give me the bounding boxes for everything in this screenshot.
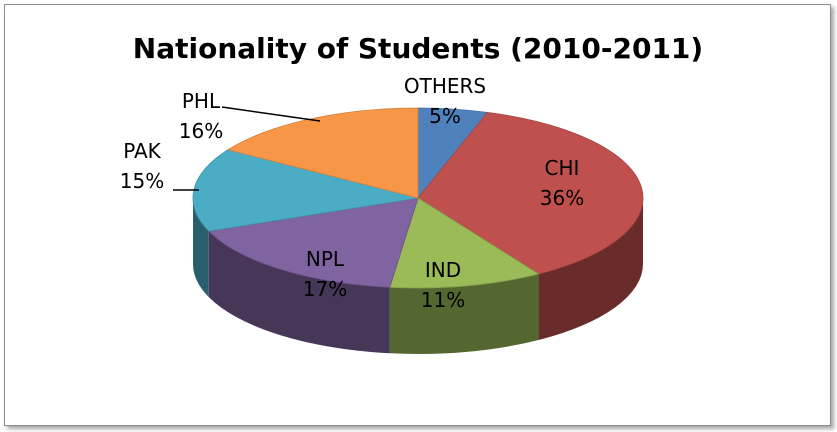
leader-line-phl: [221, 106, 321, 122]
slice-label-pak: PAK: [123, 139, 161, 163]
pie-slice-chi: [417, 111, 644, 275]
pie-side-ind: [389, 273, 539, 354]
slice-label-others: OTHERS: [404, 74, 486, 98]
slice-value-pak: 15%: [120, 169, 164, 193]
slice-label-chi: CHI: [545, 156, 580, 180]
chart-title: Nationality of Students (2010-2011): [133, 32, 703, 65]
pie-side-pak: [193, 198, 209, 298]
pie-slice-ind: [389, 197, 540, 289]
pie-slice-npl: [207, 197, 419, 288]
leader-lines: [173, 106, 321, 191]
pie-side-chi: [538, 198, 643, 340]
slice-value-npl: 17%: [303, 277, 347, 301]
pie-sides: [193, 198, 643, 354]
pie-side-npl: [208, 231, 390, 354]
slice-labels: OTHERS 5% CHI 36% IND 11% NPL 17% PAK 15% PHL 16%: [120, 74, 584, 312]
slice-label-npl: NPL: [306, 247, 345, 271]
slice-value-ind: 11%: [421, 288, 465, 312]
slice-value-others: 5%: [429, 104, 461, 128]
slice-label-phl: PHL: [182, 89, 221, 113]
slice-value-chi: 36%: [540, 186, 584, 210]
slice-value-phl: 16%: [179, 119, 223, 143]
slice-label-ind: IND: [425, 258, 461, 282]
pie-tops: [192, 107, 644, 289]
